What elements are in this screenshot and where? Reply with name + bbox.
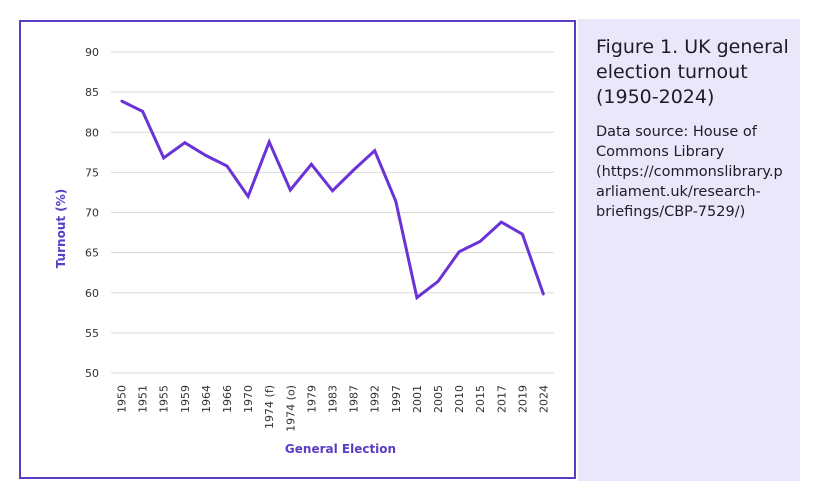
figure-title: Figure 1. UK general election turnout (1… [596,36,789,108]
x-tick-label: 2010 [453,385,466,413]
data-point [246,195,250,198]
x-tick-label: 1983 [327,385,340,413]
x-tick-label: 1964 [200,385,213,413]
data-point [141,110,144,113]
y-axis-title: Turnout (%) [54,189,68,269]
caption-panel: Figure 1. UK general election turnout (1… [578,19,800,481]
x-tick-label: 1974 (f) [263,385,276,429]
data-point [436,280,440,283]
y-tick-label: 75 [85,166,99,179]
chart-frame: 50 55 60 65 70 75 80 85 90 1950 1951 1955 1959 1964 19… [19,20,576,479]
x-tick-label: 1955 [158,385,171,413]
x-tick-label: 1951 [137,385,150,413]
x-tick-label: 1950 [116,385,129,413]
data-point [500,220,503,224]
data-point [394,200,397,203]
x-tick-label: 1992 [369,385,382,413]
data-point [268,140,271,144]
data-point [373,149,376,152]
x-tick-label: 1974 (o) [284,385,297,432]
x-tick-label: 1970 [242,385,255,413]
data-point [415,296,419,299]
data-point [204,154,208,157]
data-point [352,168,355,172]
x-tick-label: 2005 [432,385,445,413]
data-point [478,240,482,243]
line-chart: 50 55 60 65 70 75 80 85 90 1950 1951 1955 1959 1964 19… [54,46,554,456]
x-tick-label: 2019 [516,385,529,413]
data-point [521,232,524,236]
y-tick-label: 90 [85,46,99,59]
figure-source: Data source: House of Commons Library (h… [596,124,783,220]
x-tick-label: 1979 [305,385,318,413]
y-tick-label: 80 [85,126,99,139]
x-tick-label: 2015 [474,385,487,413]
x-tick-label: 1966 [221,385,234,413]
y-tick-label: 60 [85,287,99,300]
x-tick-label: 2001 [411,385,424,413]
data-point [289,188,292,192]
y-tick-label: 70 [85,207,99,220]
y-tick-label: 65 [85,247,99,260]
x-axis-title: General Election [285,442,396,456]
data-point [542,293,545,296]
data-point [120,99,123,103]
data-point [331,189,334,193]
x-tick-label: 2024 [537,385,550,413]
y-tick-label: 55 [85,327,99,340]
data-point [162,156,165,160]
series-line-turnout [120,99,545,301]
y-tick-label: 85 [85,86,99,99]
data-point [225,164,229,168]
data-point [183,141,187,144]
x-tick-label: 1997 [390,385,403,413]
y-tick-label: 50 [85,367,99,380]
x-tick-label: 1987 [348,385,361,413]
x-tick-label: 1959 [179,385,192,413]
x-tick-label: 2017 [495,385,508,413]
data-point [457,250,461,254]
data-point [310,163,313,166]
